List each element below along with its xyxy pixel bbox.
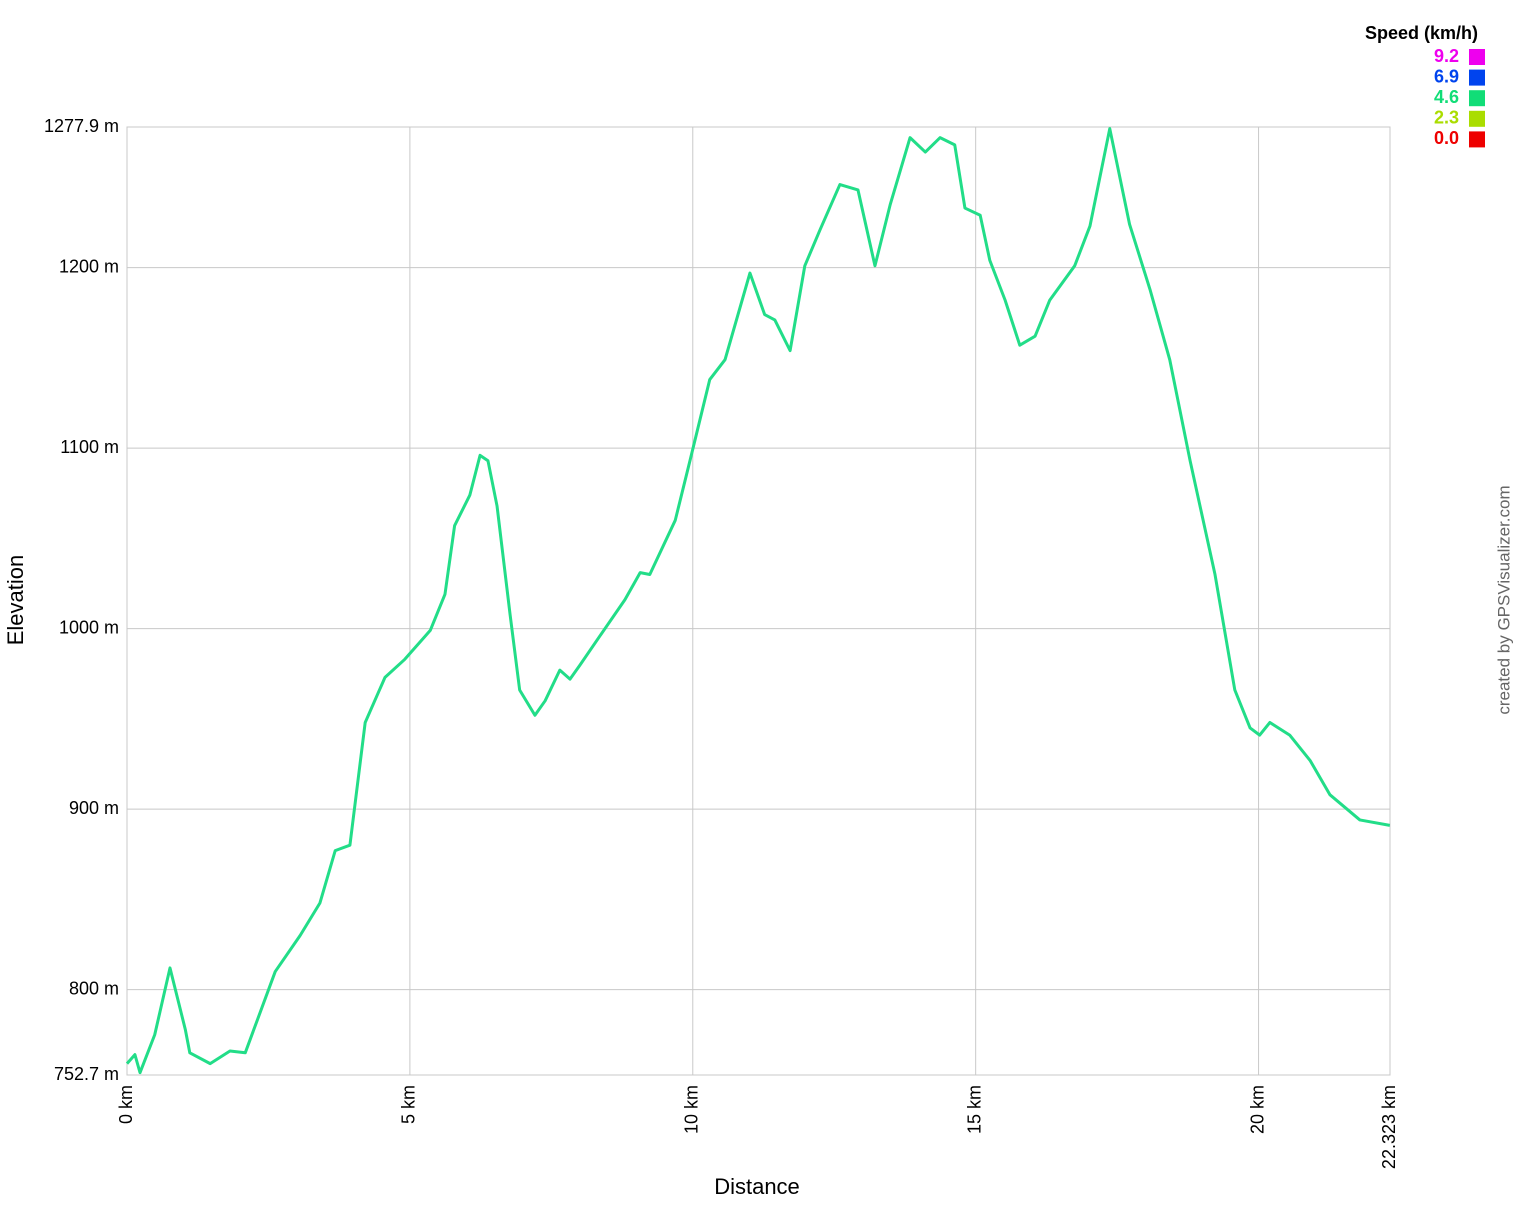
legend-swatch [1469,69,1485,86]
x-tick-label: 20 km [1247,1085,1267,1134]
x-tick-label: 15 km [964,1085,984,1134]
y-axis-title: Elevation [3,555,28,646]
legend-label: 6.9 [1434,66,1459,86]
y-tick-label: 1277.9 m [44,116,119,136]
legend-label: 4.6 [1434,87,1459,107]
y-tick-label: 900 m [69,798,119,818]
elevation-line [125,127,1391,1075]
legend-label: 9.2 [1434,46,1459,66]
y-tick-label: 800 m [69,978,119,998]
y-tick-label: 1000 m [59,617,119,637]
legend-label: 2.3 [1434,108,1459,128]
legend-swatch [1469,49,1485,65]
legend-title: Speed (km/h) [1365,23,1478,43]
y-tick-label: 1100 m [60,437,119,457]
legend-label: 0.0 [1434,128,1459,148]
x-tick-label: 5 km [399,1085,419,1124]
x-tick-label: 10 km [682,1085,702,1134]
y-tick-label: 752.7 m [54,1064,119,1084]
x-axis-title: Distance [714,1174,800,1199]
x-tick-label: 0 km [116,1085,136,1124]
legend-swatch [1469,110,1485,127]
plot-frame [126,126,1391,1076]
legend-swatch [1469,131,1485,148]
legend-swatch [1469,90,1485,107]
x-tick-label: 22.323 km [1379,1085,1399,1169]
y-tick-label: 1200 m [59,256,119,276]
watermark: created by GPSVisualizer.com [1494,485,1513,714]
